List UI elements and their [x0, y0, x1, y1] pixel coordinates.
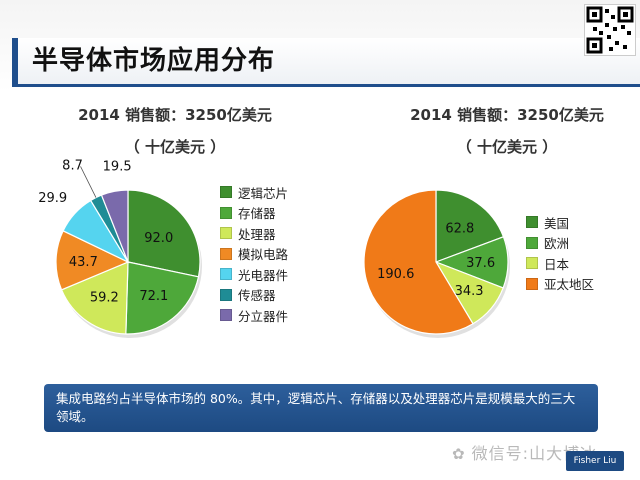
legend-swatch-4	[220, 268, 232, 281]
pie-slice-0	[435, 189, 505, 263]
legend-label-3: 模拟电路	[238, 247, 289, 263]
title-underline	[12, 84, 640, 87]
pie-slice-2	[60, 261, 129, 335]
legend-item-1: 存储器	[220, 203, 288, 224]
watermark-label: 微信号:山大博冰	[471, 444, 598, 463]
pie-slice-6	[100, 189, 129, 263]
pie-slice-1	[125, 261, 200, 335]
pie-label-5: 8.7	[62, 158, 83, 173]
left-legend: 逻辑芯片存储器处理器模拟电路光电器件传感器分立器件	[220, 182, 288, 326]
legend-label-3: 亚太地区	[544, 277, 595, 293]
pie-leader-line-5	[80, 166, 97, 198]
legend-label-2: 处理器	[238, 226, 276, 242]
legend-swatch-5	[220, 288, 232, 301]
legend-label-2: 日本	[544, 256, 570, 272]
pie-label-0: 62.8	[445, 222, 474, 237]
legend-swatch-6	[220, 309, 232, 322]
legend-label-0: 美国	[544, 215, 570, 231]
legend-item-6: 分立器件	[220, 305, 288, 326]
left-chart-title: 2014 销售额：3250亿美元	[78, 106, 272, 124]
right-legend: 美国欧洲日本亚太地区	[526, 212, 594, 294]
pie-label-1: 37.6	[466, 256, 495, 271]
title-bar	[12, 38, 640, 84]
legend-swatch-1	[220, 206, 232, 219]
pie-label-3: 190.6	[377, 267, 414, 282]
legend-item-0: 美国	[526, 212, 594, 233]
legend-item-2: 日本	[526, 253, 594, 274]
legend-label-4: 光电器件	[238, 267, 289, 283]
right-chart-subtitle: （ 十亿美元 ）	[456, 138, 558, 156]
right-chart-title: 2014 销售额：3250亿美元	[410, 106, 604, 124]
author-badge: Fisher Liu	[566, 451, 624, 471]
pie-slice-0	[127, 189, 201, 278]
legend-swatch-0	[526, 216, 538, 229]
qr-code-icon	[584, 4, 636, 56]
pie-slice-3	[55, 230, 130, 291]
legend-swatch-3	[526, 277, 538, 290]
legend-label-1: 欧洲	[544, 236, 570, 252]
summary-callout: 集成电路约占半导体市场的 80%。其中，逻辑芯片、存储器以及处理器芯片是规模最大…	[44, 384, 598, 432]
legend-item-2: 处理器	[220, 223, 288, 244]
watermark-text: ✿ 微信号:山大博冰	[452, 440, 597, 464]
pie-slice-3	[363, 189, 474, 335]
legend-swatch-2	[220, 227, 232, 240]
left-chart-subtitle: （ 十亿美元 ）	[124, 138, 226, 156]
legend-swatch-0	[220, 186, 232, 199]
legend-item-4: 光电器件	[220, 264, 288, 285]
legend-item-3: 模拟电路	[220, 244, 288, 265]
pie-label-4: 29.9	[38, 191, 67, 206]
legend-label-5: 传感器	[238, 288, 276, 304]
pie-label-6: 19.5	[103, 160, 132, 175]
legend-label-1: 存储器	[238, 206, 276, 222]
wechat-icon: ✿	[452, 445, 466, 463]
pie-label-2: 59.2	[90, 290, 119, 305]
pie-label-3: 43.7	[69, 255, 98, 270]
legend-label-0: 逻辑芯片	[238, 185, 289, 201]
legend-item-5: 传感器	[220, 285, 288, 306]
legend-item-0: 逻辑芯片	[220, 182, 288, 203]
legend-swatch-3	[220, 247, 232, 260]
legend-item-3: 亚太地区	[526, 274, 594, 295]
legend-swatch-1	[526, 236, 538, 249]
legend-label-6: 分立器件	[238, 308, 289, 324]
legend-item-1: 欧洲	[526, 233, 594, 254]
pie-label-0: 92.0	[144, 231, 173, 246]
pie-label-1: 72.1	[139, 289, 168, 304]
page-title: 半导体市场应用分布	[32, 46, 276, 76]
legend-swatch-2	[526, 257, 538, 270]
pie-label-2: 34.3	[455, 284, 484, 299]
